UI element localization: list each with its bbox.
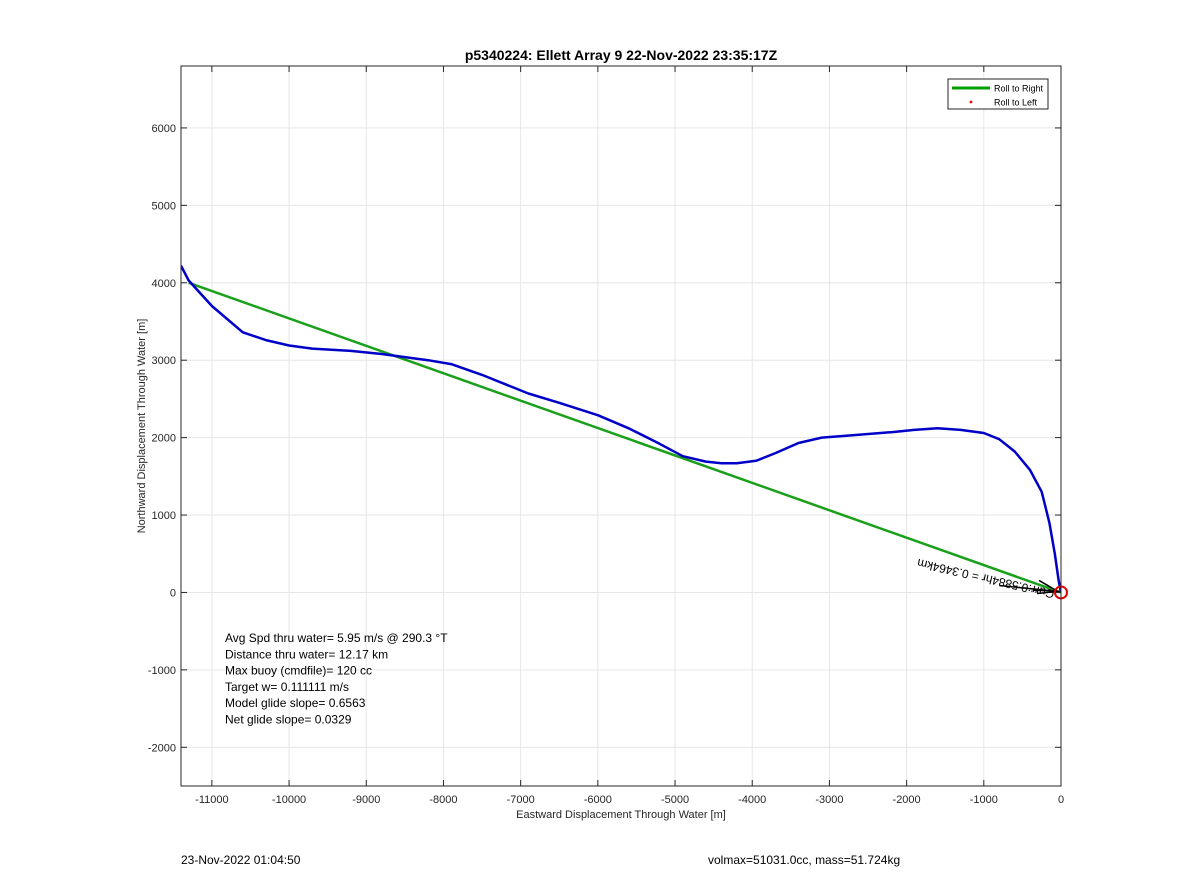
stats-line: Max buoy (cmdfile)= 120 cc (225, 664, 372, 678)
x-tick-label: -5000 (661, 794, 689, 806)
stats-line: Distance thru water= 12.17 km (225, 647, 388, 661)
stats-line: Avg Spd thru water= 5.95 m/s @ 290.3 °T (225, 631, 448, 645)
stats-annotations: Avg Spd thru water= 5.95 m/s @ 290.3 °T D… (225, 631, 448, 727)
x-tick-label: -6000 (584, 794, 612, 806)
y-tick-label: -1000 (148, 665, 176, 677)
chart-title: p5340224: Ellett Array 9 22-Nov-2022 23:… (465, 47, 778, 63)
series-line-roll-right (188, 281, 1061, 594)
y-tick-label: 2000 (152, 433, 176, 445)
legend: Roll to Right Roll to Left (947, 78, 1049, 110)
legend-box (947, 78, 1049, 110)
y-tick-label: 0 (170, 587, 176, 599)
legend-label: Roll to Left (994, 98, 1038, 108)
series-group (181, 265, 1061, 594)
x-tick-label: -9000 (352, 794, 380, 806)
y-tick-label: 4000 (152, 278, 176, 290)
x-tick-label: 0 (1058, 794, 1064, 806)
y-axis-label: Northward Displacement Through Water [m] (136, 319, 148, 534)
grid (181, 66, 1062, 786)
stats-line: Model glide slope= 0.6563 (225, 696, 366, 710)
footer-timestamp: 23-Nov-2022 01:04:50 (181, 853, 301, 867)
y-tick-label: 1000 (152, 510, 176, 522)
y-tick-label: 3000 (152, 355, 176, 367)
x-tick-label: -8000 (429, 794, 457, 806)
current-arrow-tick (1033, 589, 1059, 593)
y-tick-labels: -2000 -1000 0 1000 2000 3000 4000 5000 6000 (148, 123, 1061, 754)
x-axis-label: Eastward Displacement Through Water [m] (516, 809, 726, 821)
x-tick-labels: -11000 -10000 -9000 -8000 -7000 -6000 -5000 -40… (195, 66, 1064, 806)
x-tick-label: -11000 (195, 794, 228, 806)
y-tick-label: 5000 (152, 200, 176, 212)
footer-glider-params: volmax=51031.0cc, mass=51.724kg (708, 853, 901, 867)
legend-swatch-dot (969, 100, 973, 104)
legend-label: Roll to Right (994, 84, 1044, 94)
axes-box (180, 65, 1062, 787)
x-tick-label: -7000 (507, 794, 535, 806)
stats-line: Net glide slope= 0.0329 (225, 713, 352, 727)
stats-line: Target w= 0.111111 m/s (225, 680, 349, 694)
x-tick-label: -4000 (738, 794, 766, 806)
x-tick-label: -10000 (272, 794, 306, 806)
y-tick-label: -2000 (148, 742, 176, 754)
series-line-track (181, 265, 1061, 593)
current-arrow-head (1036, 579, 1061, 595)
x-tick-label: -3000 (815, 794, 843, 806)
y-tick-label: 6000 (152, 123, 176, 135)
x-tick-label: -1000 (970, 794, 998, 806)
x-tick-label: -2000 (893, 794, 921, 806)
